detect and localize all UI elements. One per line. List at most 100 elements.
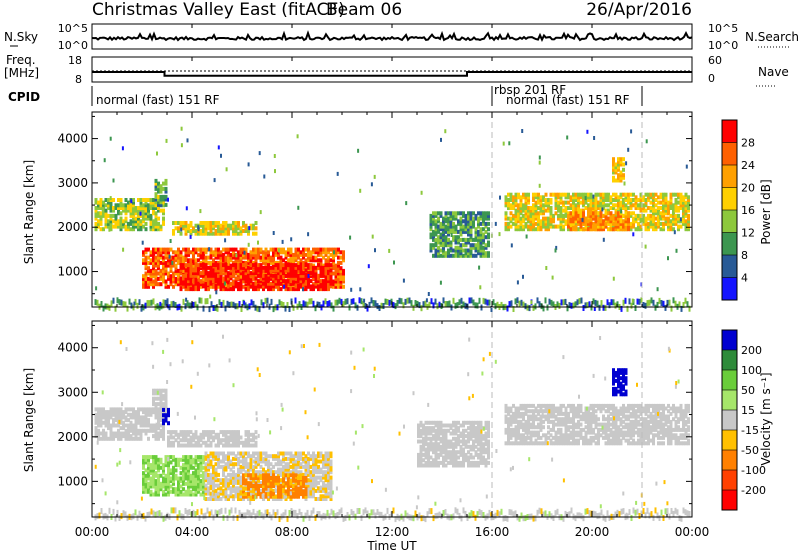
heatmap-cell xyxy=(167,247,170,252)
heatmap-cell xyxy=(159,189,163,194)
heatmap-cell xyxy=(226,300,229,307)
heatmap-cell xyxy=(454,240,458,245)
heatmap-cell xyxy=(254,284,258,289)
heatmap-cell xyxy=(682,203,685,208)
heatmap-cell xyxy=(624,221,628,226)
heatmap-cell xyxy=(520,299,523,306)
heatmap-cell xyxy=(149,412,153,417)
heatmap-cell xyxy=(197,455,200,460)
heatmap-cell xyxy=(109,216,113,221)
heatmap-cell xyxy=(249,464,253,469)
heatmap-cell xyxy=(219,459,223,464)
heatmap-cell xyxy=(189,263,193,268)
heatmap-cell xyxy=(312,284,315,289)
heatmap-cell xyxy=(672,211,675,216)
heatmap-cell xyxy=(214,260,218,265)
heatmap-cell xyxy=(257,252,260,257)
heatmap-cell xyxy=(157,426,160,431)
heatmap-cell xyxy=(227,486,230,491)
heatmap-cell xyxy=(559,213,563,218)
heatmap-cell xyxy=(112,208,115,213)
heatmap-cell xyxy=(282,467,285,472)
heatmap-cell xyxy=(207,432,210,437)
heatmap-cell xyxy=(557,216,560,221)
heatmap-cell xyxy=(262,484,265,488)
heatmap-cell xyxy=(622,206,625,210)
heatmap-cell xyxy=(184,266,188,271)
heatmap-cell xyxy=(217,250,220,255)
heatmap-cell xyxy=(284,268,288,273)
heatmap-cell xyxy=(180,143,183,148)
heatmap-cell xyxy=(670,305,673,312)
heatmap-cell xyxy=(584,221,588,226)
heatmap-cell xyxy=(222,430,225,435)
heatmap-cell xyxy=(137,407,140,412)
heatmap-cell xyxy=(248,226,251,231)
heatmap-cell xyxy=(99,211,103,216)
heatmap-cell xyxy=(607,219,610,224)
heatmap-cell xyxy=(237,497,240,501)
heatmap-cell xyxy=(227,223,230,228)
cpid-label: CPID xyxy=(8,90,40,104)
heatmap-cell xyxy=(159,481,163,486)
heatmap-cell xyxy=(672,297,675,304)
heatmap-cell xyxy=(194,247,198,252)
heatmap-cell xyxy=(267,268,270,273)
heatmap-cell xyxy=(192,279,195,284)
heatmap-cell xyxy=(559,208,563,213)
heatmap-cell xyxy=(302,250,305,255)
heatmap-cell xyxy=(324,284,328,289)
heatmap-cell xyxy=(232,494,235,499)
heatmap-cell xyxy=(304,459,308,464)
heatmap-cell xyxy=(149,213,153,218)
heatmap-cell xyxy=(179,471,183,476)
heatmap-cell xyxy=(539,227,543,232)
heatmap-cell xyxy=(119,426,123,431)
heatmap-cell xyxy=(242,229,245,233)
heatmap-cell xyxy=(376,303,379,310)
heatmap-cell xyxy=(449,216,453,221)
heatmap-cell xyxy=(629,192,633,197)
heatmap-cell xyxy=(162,404,165,409)
heatmap-cell xyxy=(294,297,297,304)
heatmap-cell xyxy=(174,463,178,468)
heatmap-cell xyxy=(657,208,660,213)
heatmap-cell xyxy=(339,250,343,255)
heatmap-cell xyxy=(662,221,665,226)
heatmap-cell xyxy=(684,203,688,208)
heatmap-cell xyxy=(359,287,362,292)
heatmap-cell xyxy=(328,300,331,307)
heatmap-cell xyxy=(452,221,455,226)
heatmap-cell xyxy=(327,258,330,263)
heatmap-cell xyxy=(162,402,165,407)
heatmap-cell xyxy=(149,271,153,276)
heatmap-cell xyxy=(284,287,288,292)
heatmap-cell xyxy=(572,224,575,229)
heatmap-cell xyxy=(204,491,208,496)
heatmap-cell xyxy=(292,265,295,270)
heatmap-cell xyxy=(234,432,238,437)
heatmap-cell xyxy=(657,224,660,229)
heatmap-cell xyxy=(184,460,188,465)
heatmap-cell xyxy=(527,192,530,197)
heatmap-cell xyxy=(194,487,198,492)
heatmap-cell xyxy=(532,224,535,229)
heatmap-cell xyxy=(199,231,203,236)
heatmap-cell xyxy=(169,479,173,484)
heatmap-cell xyxy=(154,211,158,216)
heatmap-cell xyxy=(187,229,190,233)
heatmap-cell xyxy=(234,284,238,289)
heatmap-cell xyxy=(304,472,308,477)
heatmap-cell xyxy=(677,227,680,232)
heatmap-cell xyxy=(154,194,158,199)
heatmap-cell xyxy=(627,206,630,210)
heatmap-cell xyxy=(197,247,200,252)
heatmap-cell xyxy=(189,479,193,484)
heatmap-cell xyxy=(557,224,560,229)
heatmap-cell xyxy=(154,186,158,191)
heatmap-cell xyxy=(324,454,328,459)
heatmap-cell xyxy=(337,260,340,265)
heatmap-cell xyxy=(332,255,335,260)
heatmap-cell xyxy=(254,464,258,469)
heatmap-cell xyxy=(589,211,593,216)
